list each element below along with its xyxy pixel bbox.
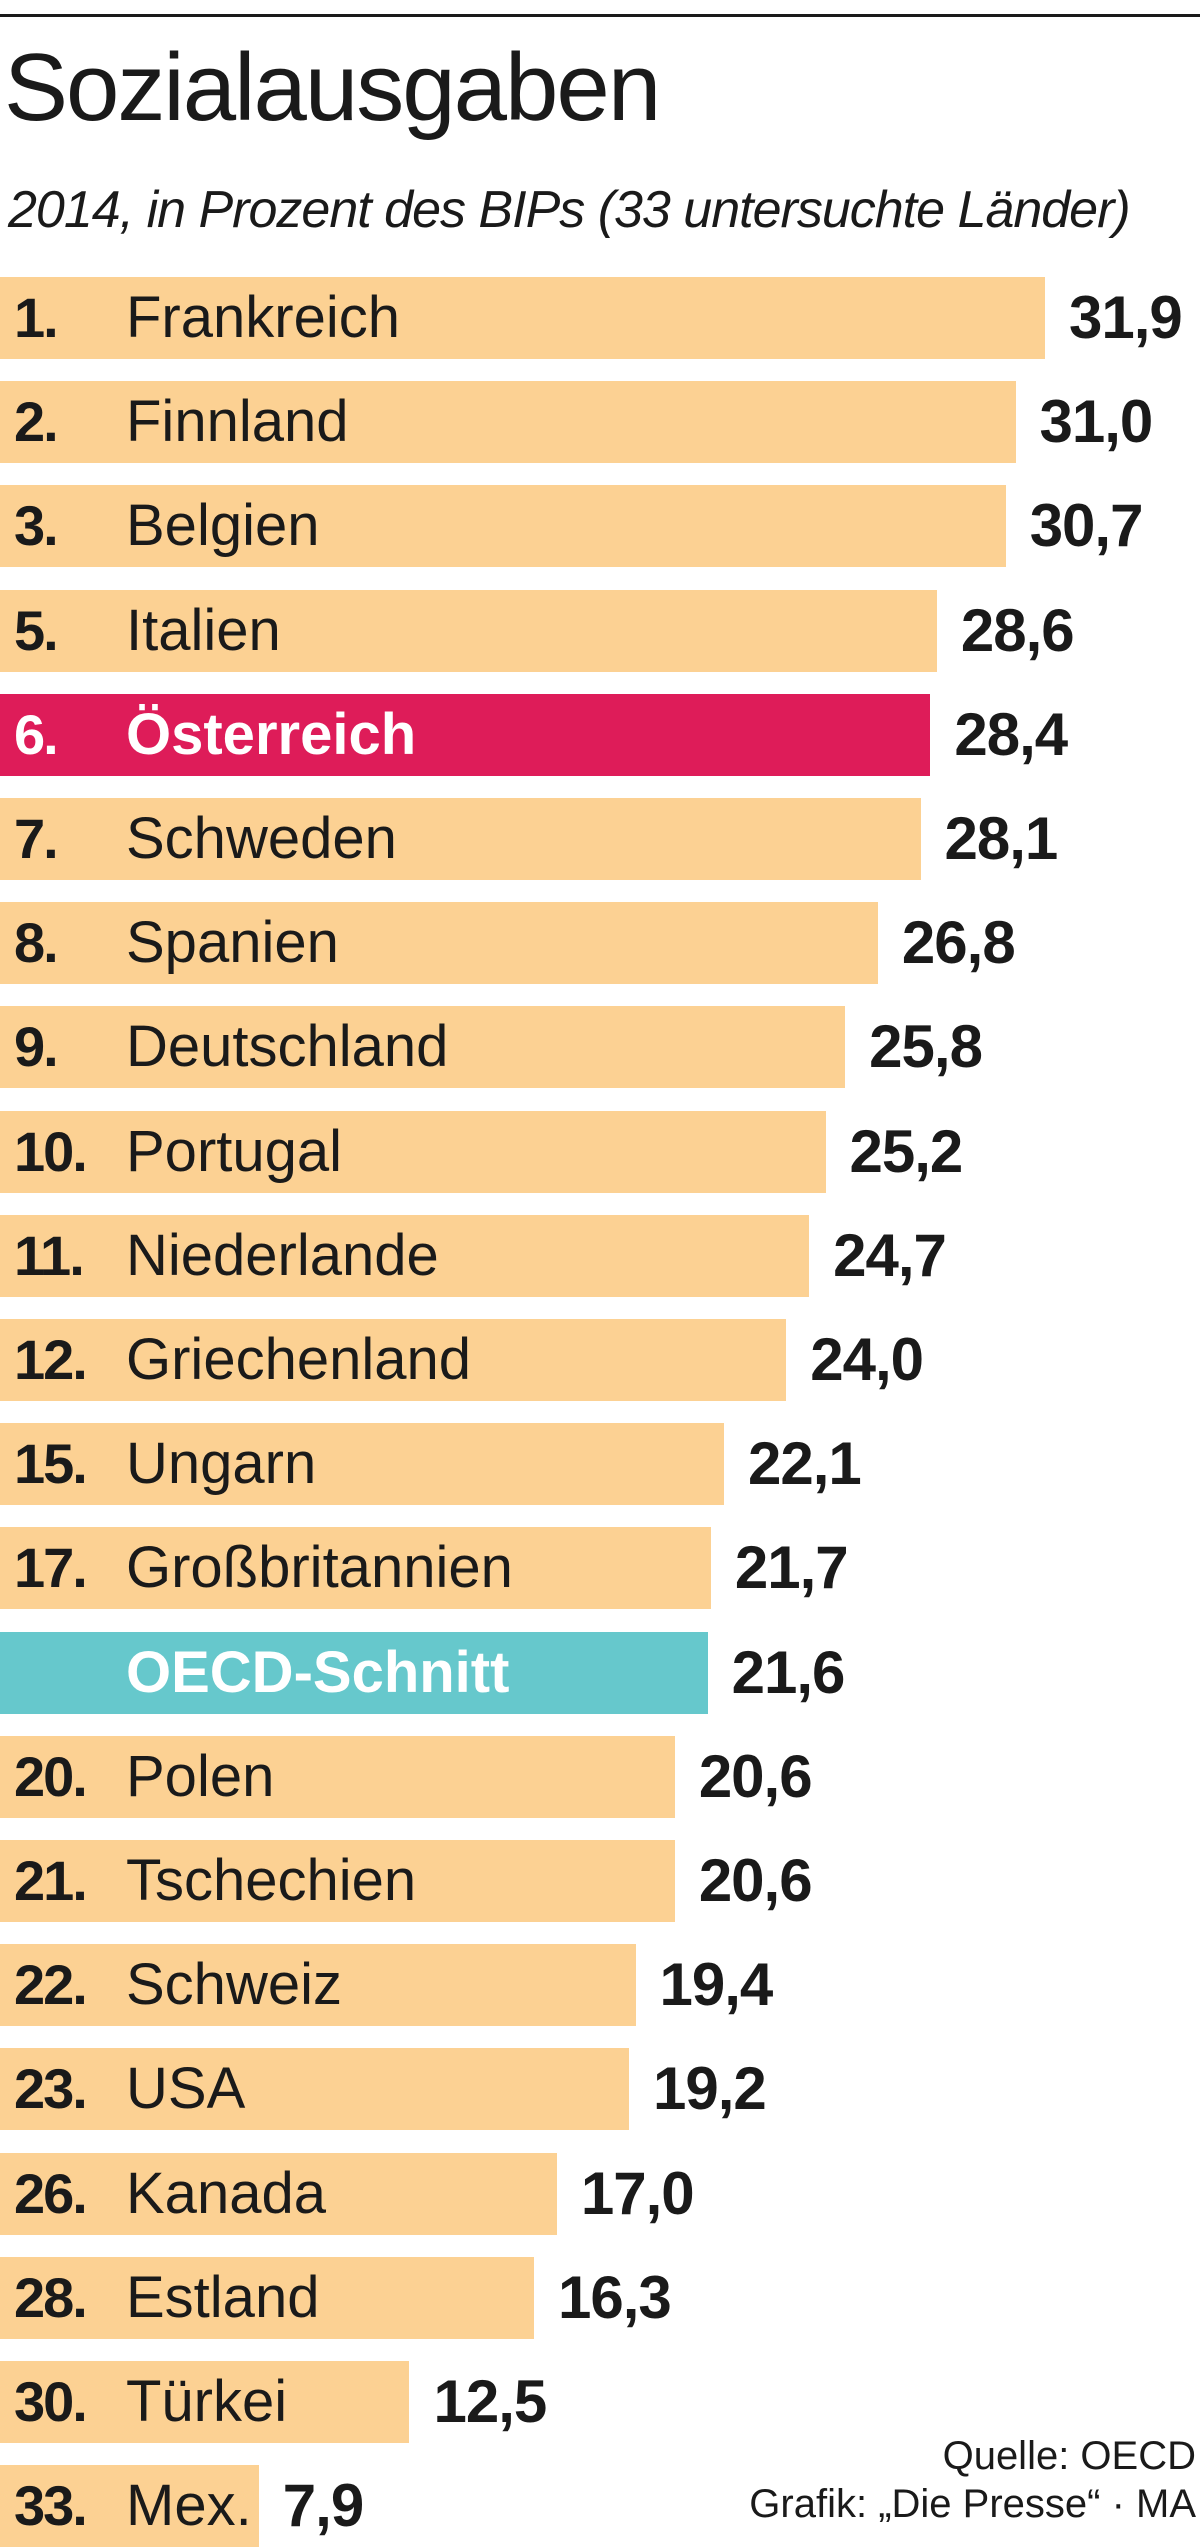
value-label: 17,0 xyxy=(580,2159,695,2227)
chart-subtitle: 2014, in Prozent des BIPs (33 untersucht… xyxy=(8,181,1131,239)
bar xyxy=(0,1944,636,2027)
value-label: 28,6 xyxy=(960,596,1075,664)
country-label: OECD-Schnitt xyxy=(126,1639,510,1705)
bar xyxy=(0,2361,410,2443)
country-label: Finnland xyxy=(126,389,349,455)
value-label: 12,5 xyxy=(433,2368,547,2435)
rank-label: 3. xyxy=(14,494,59,558)
country-label: Schweden xyxy=(126,806,397,871)
bar xyxy=(0,1631,708,1714)
value-label: 21,7 xyxy=(734,1534,849,1602)
country-label: Ungarn xyxy=(126,1431,317,1497)
value-label: 7,9 xyxy=(282,2472,364,2540)
country-label: USA xyxy=(126,2056,246,2122)
rank-label: 9. xyxy=(14,1015,59,1079)
value-label: 28,1 xyxy=(944,805,1059,872)
value-label: 20,6 xyxy=(698,1742,813,1810)
rank-label: 2. xyxy=(14,390,59,454)
source-note: Quelle: OECD Grafik: „Die Presse“ · MA xyxy=(749,2432,1196,2528)
value-label: 22,1 xyxy=(747,1430,862,1498)
country-label: Schweiz xyxy=(126,1952,342,2018)
bar xyxy=(0,1840,675,1922)
bar xyxy=(0,1423,724,1506)
value-label: 20,6 xyxy=(698,1847,813,1914)
country-label: Belgien xyxy=(126,493,320,559)
credit-text: Grafik: „Die Presse“ · MA xyxy=(749,2482,1196,2526)
country-label: Deutschland xyxy=(126,1014,449,1080)
bar xyxy=(0,1319,787,1401)
top-rule xyxy=(0,14,1200,17)
rank-label: 15. xyxy=(14,1432,88,1496)
value-label: 21,6 xyxy=(731,1638,846,1706)
country-label: Türkei xyxy=(126,2369,288,2434)
rank-label: 26. xyxy=(14,2161,88,2225)
country-label: Tschechien xyxy=(126,1848,417,1913)
rank-label: 23. xyxy=(14,2057,88,2121)
value-label: 31,0 xyxy=(1039,388,1154,456)
rank-label: 11. xyxy=(14,1223,85,1287)
value-label: 25,2 xyxy=(849,1117,964,1185)
bar xyxy=(0,2256,534,2339)
value-label: 19,4 xyxy=(659,1951,774,2019)
bar xyxy=(0,589,937,672)
rank-label: 21. xyxy=(14,1849,88,1912)
bar xyxy=(0,2152,557,2235)
bar xyxy=(0,277,1045,359)
bar xyxy=(0,1214,810,1297)
rank-label: 20. xyxy=(14,1744,88,1808)
rank-label: 22. xyxy=(14,1953,88,2017)
chart-title: Sozialausgaben xyxy=(4,34,661,141)
rank-label: 30. xyxy=(14,2370,88,2433)
bar xyxy=(0,902,878,985)
bar xyxy=(0,1527,711,1610)
rank-label: 17. xyxy=(14,1536,88,1600)
country-label: Griechenland xyxy=(126,1327,471,1392)
bar xyxy=(0,1110,826,1193)
bar xyxy=(0,798,921,880)
value-label: 25,8 xyxy=(869,1013,983,1081)
rank-label: 8. xyxy=(14,911,59,975)
value-label: 30,7 xyxy=(1029,492,1144,560)
value-label: 31,9 xyxy=(1069,284,1183,351)
country-label: Italien xyxy=(126,597,281,663)
bar xyxy=(0,381,1016,464)
rank-label: 12. xyxy=(14,1328,88,1391)
source-text: Quelle: OECD xyxy=(942,2434,1196,2478)
rank-label: 33. xyxy=(14,2474,88,2538)
country-label: Spanien xyxy=(126,910,339,976)
rank-label: 7. xyxy=(14,807,59,870)
country-label: Polen xyxy=(126,1743,275,1809)
value-label: 24,0 xyxy=(810,1326,924,1393)
value-label: 24,7 xyxy=(833,1221,947,1289)
bar xyxy=(0,693,931,776)
country-label: Portugal xyxy=(126,1118,343,1184)
country-label: Frankreich xyxy=(126,285,400,350)
country-label: Kanada xyxy=(126,2160,326,2226)
value-label: 28,4 xyxy=(954,700,1068,768)
country-label: Estland xyxy=(126,2264,320,2330)
rank-label: 6. xyxy=(14,702,59,766)
bar xyxy=(0,1006,846,1089)
country-label: Mex. xyxy=(126,2473,252,2539)
value-label: 16,3 xyxy=(557,2263,672,2331)
country-label: Großbritannien xyxy=(126,1535,513,1601)
rank-label: 5. xyxy=(14,598,59,662)
rank-label: 28. xyxy=(14,2265,88,2329)
value-label: 19,2 xyxy=(652,2055,767,2123)
bar xyxy=(0,485,1006,568)
bar xyxy=(0,2048,629,2131)
rank-label: 10. xyxy=(14,1119,88,1183)
value-label: 26,8 xyxy=(901,909,1016,977)
country-label: Niederlande xyxy=(126,1222,439,1288)
country-label: Österreich xyxy=(126,701,417,767)
rank-label: 1. xyxy=(14,286,59,349)
bar xyxy=(0,1735,675,1818)
